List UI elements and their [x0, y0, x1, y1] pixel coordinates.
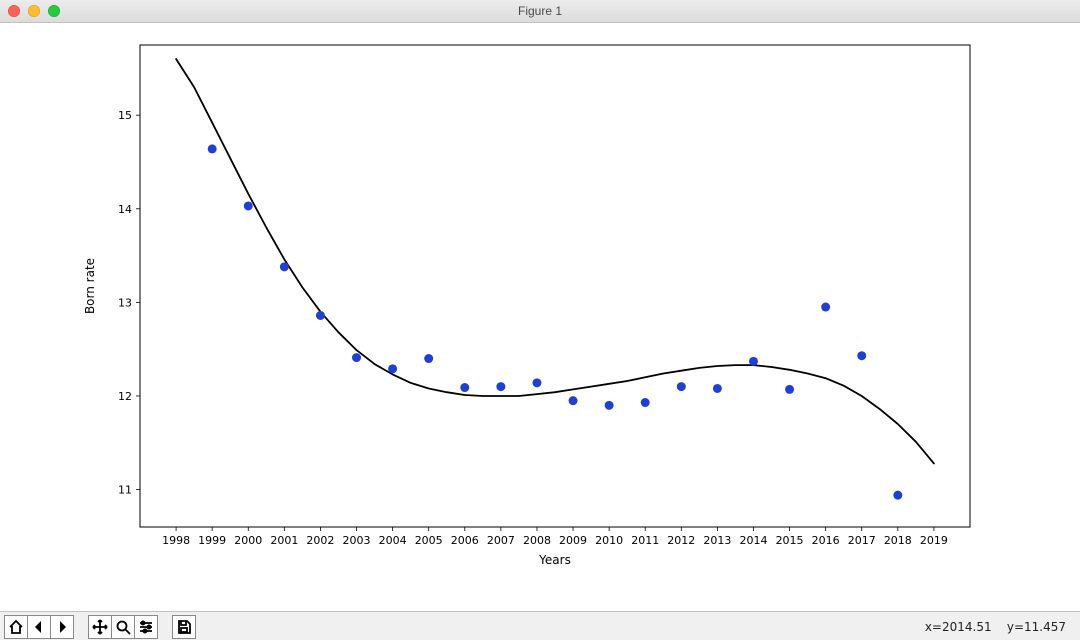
y-tick-label: 13	[118, 296, 132, 309]
scatter-point	[532, 378, 541, 387]
x-tick-label: 2004	[379, 534, 407, 547]
x-tick-label: 1999	[198, 534, 226, 547]
minimize-icon[interactable]	[28, 5, 40, 17]
y-tick-label: 14	[118, 203, 132, 216]
cursor-coords: x=2014.51 y=11.457	[925, 620, 1066, 634]
scatter-point	[569, 396, 578, 405]
scatter-point	[280, 262, 289, 271]
x-tick-label: 2009	[559, 534, 587, 547]
scatter-point	[424, 354, 433, 363]
x-tick-label: 2019	[920, 534, 948, 547]
x-tick-label: 2013	[703, 534, 731, 547]
zoom-icon[interactable]	[48, 5, 60, 17]
back-button[interactable]	[27, 615, 51, 639]
home-button[interactable]	[4, 615, 28, 639]
scatter-point	[208, 144, 217, 153]
scatter-point	[641, 398, 650, 407]
traffic-lights	[8, 5, 60, 17]
window-title: Figure 1	[518, 4, 562, 18]
y-tick-label: 11	[118, 484, 132, 497]
x-axis-label: Years	[538, 553, 571, 567]
scatter-point	[785, 385, 794, 394]
y-tick-label: 15	[118, 109, 132, 122]
scatter-point	[352, 353, 361, 362]
nav-toolbar: x=2014.51 y=11.457	[0, 611, 1080, 640]
forward-button[interactable]	[50, 615, 74, 639]
history-group	[4, 615, 74, 639]
x-tick-label: 2014	[739, 534, 767, 547]
scatter-point	[821, 303, 830, 312]
x-tick-label: 2001	[270, 534, 298, 547]
scatter-point	[857, 351, 866, 360]
figure-canvas[interactable]: 1998 1999 2000 2001 2002 2003 2004 2005 2006 2007…	[0, 23, 1080, 611]
x-tick-label: 2015	[776, 534, 804, 547]
scatter-point	[893, 491, 902, 500]
scatter-point	[496, 382, 505, 391]
plot-svg: 1998 1999 2000 2001 2002 2003 2004 2005 2006 2007…	[0, 23, 1080, 611]
y-axis-label: Born rate	[83, 258, 97, 314]
scatter-point	[244, 201, 253, 210]
configure-button[interactable]	[134, 615, 158, 639]
scatter-point	[460, 383, 469, 392]
save-group	[172, 615, 196, 639]
save-button[interactable]	[172, 615, 196, 639]
scatter-point	[713, 384, 722, 393]
axes-frame	[140, 45, 970, 527]
y-tick-label: 12	[118, 390, 132, 403]
window-titlebar: Figure 1	[0, 0, 1080, 23]
x-tick-label: 2006	[451, 534, 479, 547]
x-tick-label: 2000	[234, 534, 262, 547]
x-tick-label: 2007	[487, 534, 515, 547]
x-tick-label: 2010	[595, 534, 623, 547]
x-tick-label: 2012	[667, 534, 695, 547]
pan-button[interactable]	[88, 615, 112, 639]
scatter-point	[605, 401, 614, 410]
scatter-point	[316, 311, 325, 320]
scatter-point	[677, 382, 686, 391]
view-group	[88, 615, 158, 639]
x-tick-label: 2016	[812, 534, 840, 547]
x-tick-label: 2011	[631, 534, 659, 547]
x-tick-label: 2017	[848, 534, 876, 547]
x-tick-label: 2008	[523, 534, 551, 547]
scatter-point	[749, 357, 758, 366]
scatter-point	[388, 364, 397, 373]
zoom-button[interactable]	[111, 615, 135, 639]
x-tick-label: 2018	[884, 534, 912, 547]
x-tick-label: 1998	[162, 534, 190, 547]
x-tick-label: 2002	[306, 534, 334, 547]
x-tick-label: 2005	[415, 534, 443, 547]
close-icon[interactable]	[8, 5, 20, 17]
x-tick-label: 2003	[343, 534, 371, 547]
